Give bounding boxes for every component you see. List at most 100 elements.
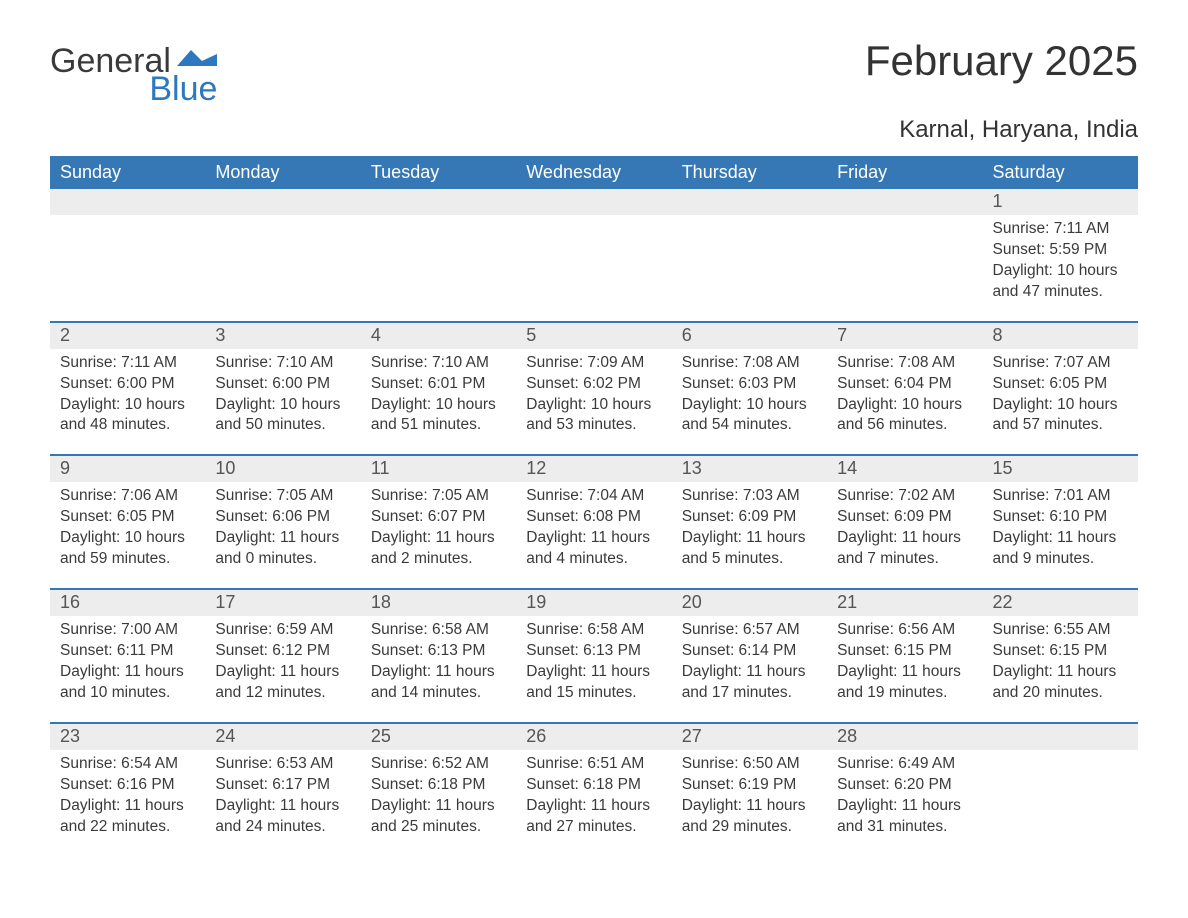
day-line: Sunset: 6:15 PM — [993, 641, 1128, 662]
day-line: Sunset: 6:02 PM — [526, 374, 661, 395]
day-line: Sunset: 6:08 PM — [526, 507, 661, 528]
calendar-day — [205, 189, 360, 321]
day-number: 26 — [516, 724, 671, 750]
calendar-day: 18Sunrise: 6:58 AMSunset: 6:13 PMDayligh… — [361, 590, 516, 722]
calendar-day — [983, 724, 1138, 856]
day-number: 12 — [516, 456, 671, 482]
day-line: Sunset: 6:05 PM — [993, 374, 1128, 395]
calendar-day: 7Sunrise: 7:08 AMSunset: 6:04 PMDaylight… — [827, 323, 982, 455]
day-body — [361, 215, 516, 219]
day-line: Daylight: 11 hours and 25 minutes. — [371, 796, 506, 838]
day-line: Daylight: 10 hours and 53 minutes. — [526, 395, 661, 437]
day-body: Sunrise: 7:11 AMSunset: 5:59 PMDaylight:… — [983, 215, 1138, 303]
day-body: Sunrise: 7:01 AMSunset: 6:10 PMDaylight:… — [983, 482, 1138, 570]
day-number: 19 — [516, 590, 671, 616]
header: General Blue February 2025 — [50, 40, 1138, 106]
calendar-day — [50, 189, 205, 321]
day-line: Sunset: 6:11 PM — [60, 641, 195, 662]
day-line: Sunset: 6:01 PM — [371, 374, 506, 395]
logo-flag-icon — [177, 44, 217, 72]
day-number — [50, 189, 205, 215]
day-number: 21 — [827, 590, 982, 616]
day-body: Sunrise: 6:56 AMSunset: 6:15 PMDaylight:… — [827, 616, 982, 704]
day-number: 15 — [983, 456, 1138, 482]
day-number — [205, 189, 360, 215]
day-line: Sunrise: 6:58 AM — [371, 620, 506, 641]
dow-cell: Tuesday — [361, 156, 516, 189]
day-line: Sunset: 6:20 PM — [837, 775, 972, 796]
day-line: Sunset: 6:09 PM — [682, 507, 817, 528]
day-body: Sunrise: 7:08 AMSunset: 6:03 PMDaylight:… — [672, 349, 827, 437]
day-line: Daylight: 11 hours and 17 minutes. — [682, 662, 817, 704]
day-line: Sunrise: 7:03 AM — [682, 486, 817, 507]
calendar-day: 26Sunrise: 6:51 AMSunset: 6:18 PMDayligh… — [516, 724, 671, 856]
day-line: Daylight: 11 hours and 10 minutes. — [60, 662, 195, 704]
day-line: Daylight: 11 hours and 27 minutes. — [526, 796, 661, 838]
day-line: Sunrise: 7:10 AM — [371, 353, 506, 374]
day-body — [983, 750, 1138, 754]
day-line: Daylight: 11 hours and 29 minutes. — [682, 796, 817, 838]
day-body — [50, 215, 205, 219]
calendar-day: 10Sunrise: 7:05 AMSunset: 6:06 PMDayligh… — [205, 456, 360, 588]
day-line: Sunrise: 7:00 AM — [60, 620, 195, 641]
day-line: Sunset: 5:59 PM — [993, 240, 1128, 261]
day-body: Sunrise: 6:53 AMSunset: 6:17 PMDaylight:… — [205, 750, 360, 838]
day-number: 17 — [205, 590, 360, 616]
day-line: Daylight: 10 hours and 54 minutes. — [682, 395, 817, 437]
day-line: Sunset: 6:06 PM — [215, 507, 350, 528]
day-line: Sunrise: 7:05 AM — [215, 486, 350, 507]
calendar-day: 27Sunrise: 6:50 AMSunset: 6:19 PMDayligh… — [672, 724, 827, 856]
day-line: Daylight: 11 hours and 19 minutes. — [837, 662, 972, 704]
day-line: Daylight: 10 hours and 48 minutes. — [60, 395, 195, 437]
dow-cell: Monday — [205, 156, 360, 189]
day-line: Daylight: 11 hours and 7 minutes. — [837, 528, 972, 570]
dow-cell: Wednesday — [516, 156, 671, 189]
day-line: Daylight: 11 hours and 5 minutes. — [682, 528, 817, 570]
day-line: Sunrise: 6:58 AM — [526, 620, 661, 641]
day-line: Daylight: 11 hours and 4 minutes. — [526, 528, 661, 570]
day-number — [983, 724, 1138, 750]
day-body: Sunrise: 7:03 AMSunset: 6:09 PMDaylight:… — [672, 482, 827, 570]
day-line: Sunrise: 6:54 AM — [60, 754, 195, 775]
dow-cell: Thursday — [672, 156, 827, 189]
logo-text-block: General Blue — [50, 40, 217, 106]
day-line: Daylight: 11 hours and 15 minutes. — [526, 662, 661, 704]
day-number: 27 — [672, 724, 827, 750]
calendar-day: 12 Sunrise: 7:04 AMSunset: 6:08 PMDayligh… — [516, 456, 671, 588]
calendar-day — [361, 189, 516, 321]
day-line: Sunrise: 7:05 AM — [371, 486, 506, 507]
calendar-day: 24Sunrise: 6:53 AMSunset: 6:17 PMDayligh… — [205, 724, 360, 856]
day-line: Sunrise: 7:06 AM — [60, 486, 195, 507]
day-number: 11 — [361, 456, 516, 482]
day-body: Sunrise: 7:10 AMSunset: 6:01 PMDaylight:… — [361, 349, 516, 437]
day-number: 16 — [50, 590, 205, 616]
day-body: Sunrise: 6:49 AMSunset: 6:20 PMDaylight:… — [827, 750, 982, 838]
day-number: 22 — [983, 590, 1138, 616]
day-number: 25 — [361, 724, 516, 750]
day-line: Sunrise: 7:08 AM — [837, 353, 972, 374]
day-number: 24 — [205, 724, 360, 750]
day-number: 4 — [361, 323, 516, 349]
calendar-day: 1Sunrise: 7:11 AMSunset: 5:59 PMDaylight… — [983, 189, 1138, 321]
day-line: Sunrise: 7:04 AM — [526, 486, 661, 507]
calendar-day — [827, 189, 982, 321]
day-line: Sunset: 6:19 PM — [682, 775, 817, 796]
day-number: 6 — [672, 323, 827, 349]
day-line: Sunset: 6:15 PM — [837, 641, 972, 662]
location-subtitle: Karnal, Haryana, India — [50, 116, 1138, 144]
day-line: Daylight: 11 hours and 22 minutes. — [60, 796, 195, 838]
calendar-day: 22Sunrise: 6:55 AMSunset: 6:15 PMDayligh… — [983, 590, 1138, 722]
calendar-day: 14Sunrise: 7:02 AMSunset: 6:09 PMDayligh… — [827, 456, 982, 588]
day-line: Sunrise: 7:09 AM — [526, 353, 661, 374]
day-body: Sunrise: 6:57 AMSunset: 6:14 PMDaylight:… — [672, 616, 827, 704]
dow-cell: Friday — [827, 156, 982, 189]
day-line: Sunset: 6:17 PM — [215, 775, 350, 796]
day-number: 28 — [827, 724, 982, 750]
day-line: Sunrise: 6:57 AM — [682, 620, 817, 641]
calendar-day: 4Sunrise: 7:10 AMSunset: 6:01 PMDaylight… — [361, 323, 516, 455]
day-line: Sunrise: 6:52 AM — [371, 754, 506, 775]
day-line: Daylight: 10 hours and 50 minutes. — [215, 395, 350, 437]
brand-logo: General Blue — [50, 40, 217, 106]
day-line: Daylight: 11 hours and 31 minutes. — [837, 796, 972, 838]
day-number: 14 — [827, 456, 982, 482]
